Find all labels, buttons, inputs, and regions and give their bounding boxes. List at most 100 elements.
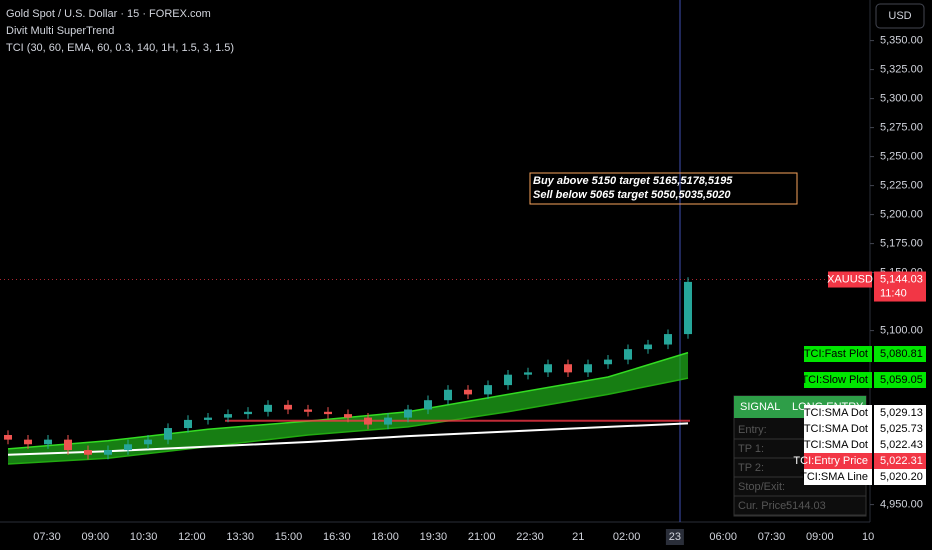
trend-band (8, 352, 688, 464)
indicator-line (7, 351, 689, 450)
currency-button[interactable] (875, 3, 925, 29)
indicator-tag (804, 453, 872, 469)
candle-body (84, 450, 92, 455)
x-tick-label: 10 (862, 531, 874, 543)
annotation-box (529, 172, 798, 205)
indicator-tag (804, 421, 872, 437)
indicator-line (7, 422, 689, 456)
table-cell: 5144.03 (786, 500, 826, 512)
candle-body (544, 364, 552, 373)
indicator-tag-name: TCI:SMA Dot (804, 407, 868, 419)
x-tick-label: 21 (572, 531, 584, 543)
candle-body (44, 439, 52, 445)
y-tick-label: 5,250.00 (880, 151, 923, 163)
x-tick-label: 13:30 (226, 531, 254, 543)
x-tick-label: 09:00 (82, 531, 110, 543)
candle-body (304, 409, 312, 412)
candle-body (444, 389, 452, 401)
candle-body (604, 359, 612, 365)
indicator-name: TCI (30, 60, EMA, 60, 0.3, 140, 1H, 1.5,… (6, 42, 234, 54)
candle-body (64, 439, 72, 451)
annotation-text: Buy above 5150 target 5165,5178,5195 (533, 175, 733, 187)
y-tick-label: 4,950.00 (880, 499, 923, 511)
indicator-tag (804, 405, 872, 421)
currency-label[interactable]: USD (888, 10, 911, 22)
indicator-tag (804, 372, 872, 388)
candle-body (524, 372, 532, 375)
candle-body (164, 428, 172, 440)
candle-body (584, 364, 592, 373)
x-tick-label: 22:30 (516, 531, 544, 543)
y-tick-label: 5,325.00 (880, 64, 923, 76)
candle-body (144, 439, 152, 445)
price-axis-tag-value: 5,025.73 (880, 423, 923, 435)
candle-body (504, 374, 512, 386)
x-tick-label: 12:00 (178, 531, 206, 543)
indicator-tag-name: TCI:Slow Plot (801, 374, 868, 386)
table-cell: TP 1: (738, 443, 764, 455)
x-tick-label: 18:00 (371, 531, 399, 543)
x-tick-label: 02:00 (613, 531, 641, 543)
x-tick-label: 07:30 (33, 531, 61, 543)
indicator-tag (804, 437, 872, 453)
price-axis-tag (874, 453, 926, 469)
table-cell: Cur. Price: (738, 500, 789, 512)
price-tag (874, 271, 926, 302)
price-axis-tag-value: 5,080.81 (880, 348, 923, 360)
price-countdown: 11:40 (880, 287, 907, 299)
indicator-tag (804, 346, 872, 362)
x-tick-label: 19:30 (420, 531, 448, 543)
price-axis-tag (874, 346, 926, 362)
candle-body (324, 411, 332, 415)
indicator-tag-name: TCI:SMA Dot (804, 423, 868, 435)
indicator-tag-name: TCI:SMA Line (800, 471, 868, 483)
y-tick-label: 5,275.00 (880, 122, 923, 134)
candle-body (204, 417, 212, 420)
price-axis-tag (874, 437, 926, 453)
x-tick-label: 21:00 (468, 531, 496, 543)
indicator-tag-name: TCI:SMA Dot (804, 439, 868, 451)
symbol-tag (828, 271, 872, 288)
candle-body (464, 389, 472, 395)
price-axis-tag-value: 5,022.43 (880, 439, 923, 451)
y-tick-label: 5,100.00 (880, 325, 923, 337)
candle-body (404, 409, 412, 418)
time-highlight (665, 529, 684, 545)
candle-body (284, 404, 292, 410)
candle-body (224, 414, 232, 418)
symbol-label: XAUUSD (827, 273, 873, 285)
price-axis-tag-value: 5,022.31 (880, 455, 923, 467)
price-axis-tag (874, 372, 926, 388)
x-tick-label: 10:30 (130, 531, 158, 543)
indicator-tag-name: TCI:Entry Price (793, 455, 868, 467)
y-tick-label: 5,350.00 (880, 35, 923, 47)
price-axis-tag-value: 5,059.05 (880, 374, 923, 386)
y-tick-label: 5,225.00 (880, 180, 923, 192)
candle-body (24, 439, 32, 445)
candle-body (364, 417, 372, 425)
price-axis-tag (874, 421, 926, 437)
price-axis-tag-value: 5,029.13 (880, 407, 923, 419)
x-tick-label: 09:00 (806, 531, 834, 543)
candle-body (184, 419, 192, 429)
chart-title: Gold Spot / U.S. Dollar · 15 · FOREX.com (6, 8, 211, 20)
y-tick-label: 5,200.00 (880, 209, 923, 221)
candle-body (564, 364, 572, 373)
annotation-text: Sell below 5065 target 5050,5035,5020 (533, 189, 731, 201)
price-tag-value: 5,144.03 (880, 273, 923, 285)
x-tick-label: 06:00 (709, 531, 737, 543)
candle-body (664, 334, 672, 345)
indicator-line (7, 377, 689, 465)
candle-body (684, 281, 692, 335)
y-tick-label: 5,175.00 (880, 238, 923, 250)
indicator-tag (804, 469, 872, 485)
indicator-name: Divit Multi SuperTrend (6, 25, 114, 37)
candle-body (644, 344, 652, 350)
table-cell: Stop/Exit: (738, 481, 785, 493)
price-axis-tag (874, 405, 926, 421)
price-axis-tag-value: 5,020.20 (880, 471, 923, 483)
candle-body (104, 450, 112, 455)
x-tick-label: 23 (669, 531, 681, 543)
candle-body (264, 404, 272, 412)
indicator-tag-name: TCI:Fast Plot (804, 348, 868, 360)
